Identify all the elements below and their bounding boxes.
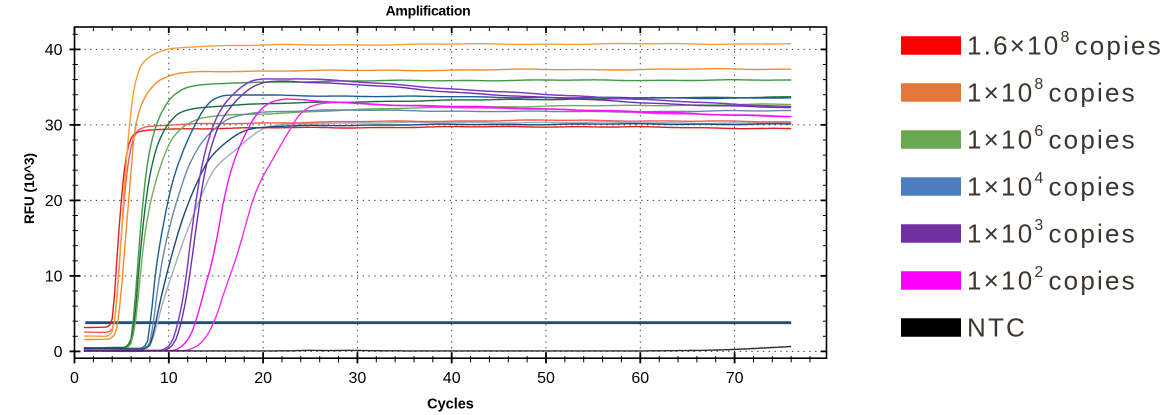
svg-text:Cycles: Cycles [427, 397, 474, 413]
svg-text:0: 0 [70, 370, 79, 387]
svg-text:20: 20 [254, 370, 272, 387]
svg-text:20: 20 [45, 193, 63, 210]
svg-text:70: 70 [726, 370, 744, 387]
svg-text:30: 30 [45, 117, 63, 134]
svg-text:0: 0 [54, 344, 63, 361]
svg-text:RFU (10^3): RFU (10^3) [22, 153, 37, 224]
svg-text:40: 40 [443, 370, 461, 387]
svg-text:10: 10 [160, 370, 178, 387]
svg-text:50: 50 [537, 370, 555, 387]
svg-text:Amplification: Amplification [386, 3, 471, 19]
svg-text:60: 60 [631, 370, 649, 387]
svg-text:10: 10 [45, 268, 63, 285]
svg-text:40: 40 [45, 42, 63, 59]
svg-text:30: 30 [349, 370, 367, 387]
svg-text:NTC: NTC [967, 313, 1027, 343]
